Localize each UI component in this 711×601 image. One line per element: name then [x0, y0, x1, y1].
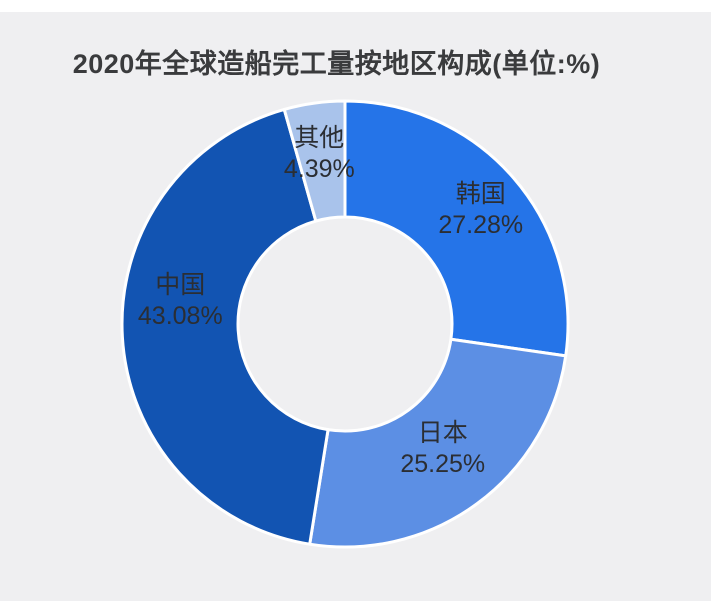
chart-title: 2020年全球造船完工量按地区构成(单位:%) — [72, 49, 601, 79]
pie-slice-other[interactable] — [282, 99, 347, 223]
pie-slice-korea[interactable] — [343, 99, 570, 358]
pie-slice-japan[interactable] — [308, 337, 568, 549]
top-margin-strip — [0, 0, 711, 12]
pie-slice-china[interactable] — [120, 107, 330, 546]
